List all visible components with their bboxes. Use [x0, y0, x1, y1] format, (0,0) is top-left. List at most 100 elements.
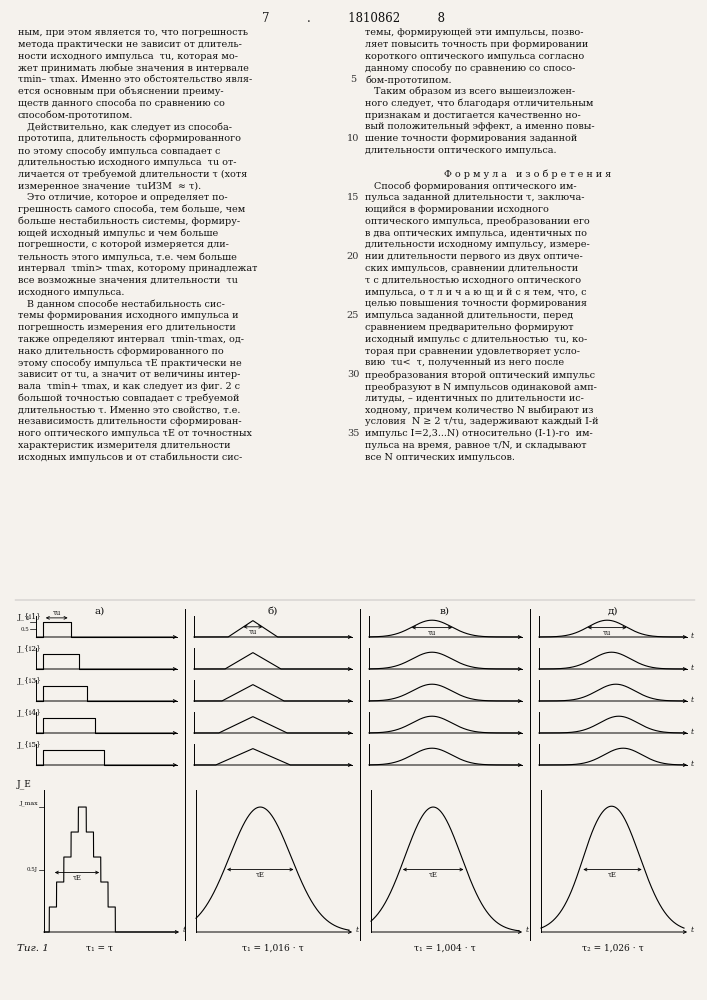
Text: личается от требуемой длительности τ (хотя: личается от требуемой длительности τ (хо…	[18, 170, 247, 179]
Text: J_max: J_max	[19, 800, 38, 806]
Text: погрешность измерения его длительности: погрешность измерения его длительности	[18, 323, 235, 332]
Text: J_E: J_E	[17, 779, 32, 789]
Text: импульс I=2,3...N) относительно (I-1)-го  им-: импульс I=2,3...N) относительно (I-1)-го…	[365, 429, 592, 438]
Text: б): б)	[267, 607, 278, 616]
Text: шение точности формирования заданной: шение точности формирования заданной	[365, 134, 577, 143]
Text: J_{i5}: J_{i5}	[18, 741, 42, 749]
Text: способом-прототипом.: способом-прототипом.	[18, 111, 134, 120]
Text: ществ данного способа по сравнению со: ществ данного способа по сравнению со	[18, 99, 225, 108]
Text: τu: τu	[52, 608, 61, 616]
Text: a): a)	[95, 607, 105, 616]
Text: в два оптических импульса, идентичных по: в два оптических импульса, идентичных по	[365, 229, 587, 238]
Text: темы, формирующей эти импульсы, позво-: темы, формирующей эти импульсы, позво-	[365, 28, 583, 37]
Text: тельность этого импульса, т.е. чем больше: тельность этого импульса, т.е. чем больш…	[18, 252, 237, 262]
Text: ходному, причем количество N выбирают из: ходному, причем количество N выбирают из	[365, 406, 593, 415]
Text: τ с длительностью исходного оптического: τ с длительностью исходного оптического	[365, 276, 581, 285]
Text: нако длительность сформированного по: нако длительность сформированного по	[18, 347, 223, 356]
Text: прототипа, длительность сформированного: прототипа, длительность сформированного	[18, 134, 241, 143]
Text: литуды, – идентичных по длительности ис-: литуды, – идентичных по длительности ис-	[365, 394, 584, 403]
Text: независимость длительности сформирован-: независимость длительности сформирован-	[18, 417, 242, 426]
Text: J_{i1}: J_{i1}	[18, 613, 42, 621]
Text: признакам и достигается качественно но-: признакам и достигается качественно но-	[365, 111, 580, 120]
Text: 0.5: 0.5	[21, 627, 29, 632]
Text: τE: τE	[256, 871, 264, 879]
Text: ющийся в формировании исходного: ющийся в формировании исходного	[365, 205, 549, 214]
Text: 35: 35	[347, 429, 359, 438]
Text: жет принимать любые значения в интервале: жет принимать любые значения в интервале	[18, 63, 249, 73]
Text: исходный импульс с длительностью  τu, ко-: исходный импульс с длительностью τu, ко-	[365, 335, 588, 344]
Text: 5: 5	[350, 75, 356, 84]
Text: ным, при этом является то, что погрешность: ным, при этом является то, что погрешнос…	[18, 28, 248, 37]
Text: целью повышения точности формирования: целью повышения точности формирования	[365, 299, 587, 308]
Text: характеристик измерителя длительности: характеристик измерителя длительности	[18, 441, 230, 450]
Text: τ₁ = τ: τ₁ = τ	[86, 944, 114, 953]
Text: t: t	[526, 926, 529, 934]
Text: τu: τu	[603, 629, 612, 637]
Text: 0.5J: 0.5J	[27, 867, 38, 872]
Text: длительности исходному импульсу, измере-: длительности исходному импульсу, измере-	[365, 240, 590, 249]
Text: 7          .          1810862          8: 7 . 1810862 8	[262, 12, 445, 25]
Text: t: t	[183, 926, 186, 934]
Text: 1: 1	[25, 616, 29, 621]
Text: условия  N ≥ 2 τ/τu, задерживают каждый I-й: условия N ≥ 2 τ/τu, задерживают каждый I…	[365, 417, 599, 426]
Text: оптического импульса, преобразовании его: оптического импульса, преобразовании его	[365, 217, 590, 226]
Text: t: t	[691, 760, 694, 768]
Text: импульса, о т л и ч а ю щ и й с я тем, что, с: импульса, о т л и ч а ю щ и й с я тем, ч…	[365, 288, 587, 297]
Text: пульса на время, равное τ/N, и складывают: пульса на время, равное τ/N, и складываю…	[365, 441, 587, 450]
Text: 30: 30	[347, 370, 359, 379]
Text: данному способу по сравнению со спосо-: данному способу по сравнению со спосо-	[365, 63, 575, 73]
Text: исходных импульсов и от стабильности сис-: исходных импульсов и от стабильности сис…	[18, 453, 243, 462]
Text: интервал  τmin> τmax, которому принадлежат: интервал τmin> τmax, которому принадлежа…	[18, 264, 257, 273]
Text: преобразования второй оптический импульс: преобразования второй оптический импульс	[365, 370, 595, 380]
Text: метода практически не зависит от длитель-: метода практически не зависит от длитель…	[18, 40, 242, 49]
Text: τE: τE	[428, 871, 438, 879]
Text: t: t	[691, 632, 694, 640]
Text: В данном способе нестабильность сис-: В данном способе нестабильность сис-	[18, 299, 225, 308]
Text: Ф о р м у л а   и з о б р е т е н и я: Ф о р м у л а и з о б р е т е н и я	[444, 170, 611, 179]
Text: зависит от τu, а значит от величины интер-: зависит от τu, а значит от величины инте…	[18, 370, 240, 379]
Text: вию  τu<  τ, полученный из него после: вию τu< τ, полученный из него после	[365, 358, 564, 367]
Text: ющей исходный импульс и чем больше: ющей исходный импульс и чем больше	[18, 229, 218, 238]
Text: J_{i3}: J_{i3}	[18, 677, 42, 685]
Text: t: t	[691, 664, 694, 672]
Text: измеренное значение  τuИЗМ  ≈ τ).: измеренное значение τuИЗМ ≈ τ).	[18, 181, 201, 191]
Text: Таким образом из всего вышеизложен-: Таким образом из всего вышеизложен-	[365, 87, 575, 97]
Text: нии длительности первого из двух оптиче-: нии длительности первого из двух оптиче-	[365, 252, 583, 261]
Text: все N оптических импульсов.: все N оптических импульсов.	[365, 453, 515, 462]
Text: импульса заданной длительности, перед: импульса заданной длительности, перед	[365, 311, 573, 320]
Text: τu: τu	[249, 628, 257, 636]
Text: бом-прототипом.: бом-прототипом.	[365, 75, 452, 85]
Text: t: t	[691, 728, 694, 736]
Text: короткого оптического импульса согласно: короткого оптического импульса согласно	[365, 52, 584, 61]
Text: д): д)	[607, 607, 618, 616]
Text: вый положительный эффект, а именно повы-: вый положительный эффект, а именно повы-	[365, 122, 595, 131]
Text: темы формирования исходного импульса и: темы формирования исходного импульса и	[18, 311, 238, 320]
Text: длительностью исходного импульса  τu от-: длительностью исходного импульса τu от-	[18, 158, 237, 167]
Text: 10: 10	[347, 134, 359, 143]
Text: 15: 15	[347, 193, 359, 202]
Text: t: t	[356, 926, 359, 934]
Text: погрешности, с которой измеряется дли-: погрешности, с которой измеряется дли-	[18, 240, 229, 249]
Text: ности исходного импульса  τu, которая мо-: ности исходного импульса τu, которая мо-	[18, 52, 238, 61]
Text: грешность самого способа, тем больше, чем: грешность самого способа, тем больше, че…	[18, 205, 245, 215]
Text: больше нестабильность системы, формиру-: больше нестабильность системы, формиру-	[18, 217, 240, 226]
Text: длительностью τ. Именно это свойство, т.е.: длительностью τ. Именно это свойство, т.…	[18, 406, 240, 415]
Text: все возможные значения длительности  τu: все возможные значения длительности τu	[18, 276, 238, 285]
Text: τE: τE	[73, 874, 81, 882]
Text: τmin– τmax. Именно это обстоятельство явля-: τmin– τmax. Именно это обстоятельство яв…	[18, 75, 252, 84]
Text: ляет повысить точность при формировании: ляет повысить точность при формировании	[365, 40, 588, 49]
Text: также определяют интервал  τmin-τmax, од-: также определяют интервал τmin-τmax, од-	[18, 335, 244, 344]
Text: J_{i4}: J_{i4}	[18, 709, 42, 717]
Text: сравнением предварительно формируют: сравнением предварительно формируют	[365, 323, 573, 332]
Text: 20: 20	[347, 252, 359, 261]
Text: длительности оптического импульса.: длительности оптического импульса.	[365, 146, 556, 155]
Text: τ₂ = 1,026 ⋅ τ: τ₂ = 1,026 ⋅ τ	[582, 944, 643, 953]
Text: Способ формирования оптического им-: Способ формирования оптического им-	[365, 181, 577, 191]
Text: J_{i2}: J_{i2}	[18, 645, 42, 653]
Text: τE: τE	[608, 871, 617, 879]
Text: ного следует, что благодаря отличительным: ного следует, что благодаря отличительны…	[365, 99, 593, 108]
Text: τ₁ = 1,016 ⋅ τ: τ₁ = 1,016 ⋅ τ	[242, 944, 303, 953]
Text: τu: τu	[428, 629, 436, 637]
Text: по этому способу импульса совпадает с: по этому способу импульса совпадает с	[18, 146, 221, 155]
Text: в): в)	[440, 607, 450, 616]
